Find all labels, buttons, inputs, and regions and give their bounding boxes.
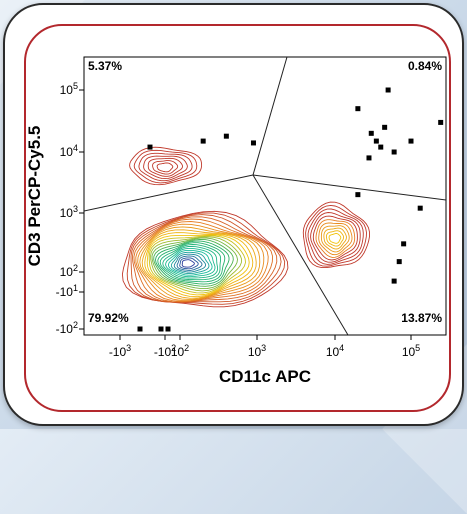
event-dot xyxy=(368,130,374,136)
event-dot xyxy=(355,106,361,112)
contour-line xyxy=(153,238,234,287)
gate-line xyxy=(252,57,288,176)
contour-line xyxy=(165,247,216,278)
contour-line xyxy=(138,152,193,182)
contour-line xyxy=(139,226,261,301)
contour-line xyxy=(126,212,286,305)
gate-line xyxy=(252,174,349,335)
event-dot xyxy=(391,149,397,155)
contour-line xyxy=(170,251,210,275)
event-dot xyxy=(378,144,384,150)
event-dot xyxy=(165,326,171,332)
gate-line xyxy=(252,174,446,201)
event-dot xyxy=(417,205,423,211)
y-tick-label: 102 xyxy=(60,263,78,279)
event-dot xyxy=(223,133,229,139)
contour-line xyxy=(176,255,203,271)
event-dot xyxy=(137,326,143,332)
contour-line xyxy=(137,223,265,302)
contour-line xyxy=(147,157,183,177)
event-dot xyxy=(391,278,397,284)
event-dot xyxy=(373,138,379,144)
y-tick-label: 103 xyxy=(60,204,78,220)
contour-line xyxy=(305,204,367,267)
quadrant-percent-bottom-right: 13.87% xyxy=(401,311,442,325)
event-dot xyxy=(355,192,361,198)
event-dot xyxy=(366,155,372,161)
contour-line xyxy=(130,214,282,303)
contour-line xyxy=(133,218,274,303)
contour-line xyxy=(144,232,254,298)
contour-line xyxy=(151,237,238,290)
contour-layer xyxy=(121,146,370,308)
contour-line xyxy=(143,155,188,180)
event-dot xyxy=(438,119,444,125)
contour-line xyxy=(167,249,213,276)
contour-line xyxy=(129,146,203,186)
contour-line xyxy=(312,215,358,261)
event-dots xyxy=(137,87,444,332)
y-axis-label: CD3 PerCP-Cy5.5 xyxy=(25,126,44,267)
contour-line xyxy=(131,216,278,303)
x-axis-label: CD11c APC xyxy=(219,367,311,386)
contour-line xyxy=(152,160,179,175)
contour-line xyxy=(315,219,356,258)
contour-line xyxy=(155,240,230,285)
contour-line xyxy=(135,221,269,302)
x-tick-label: 104 xyxy=(326,343,344,359)
figure-inner-frame xyxy=(24,24,451,412)
contour-line xyxy=(146,234,250,296)
event-dot xyxy=(382,124,388,130)
contour-line xyxy=(133,149,198,184)
contour-line xyxy=(173,253,207,273)
contour-line xyxy=(328,233,342,244)
contour-line xyxy=(150,236,242,292)
contour-line xyxy=(179,257,199,270)
x-tick-label: 102 xyxy=(171,343,189,359)
quadrant-percent-top-right: 0.84% xyxy=(408,59,442,73)
y-tick-label: -101 xyxy=(56,283,78,299)
contour-line xyxy=(302,201,370,269)
contour-line xyxy=(162,245,219,279)
event-dot xyxy=(408,138,414,144)
contour-line xyxy=(157,242,226,283)
quadrant-percent-bottom-left: 79.92% xyxy=(88,311,129,325)
y-tick-label: 104 xyxy=(60,143,78,159)
contour-line xyxy=(323,227,347,250)
contour-line xyxy=(121,210,289,308)
event-dot xyxy=(147,144,153,150)
event-dot xyxy=(200,138,206,144)
quadrant-labels: 5.37% 0.84% 79.92% 13.87% xyxy=(88,59,442,325)
contour-line xyxy=(307,208,364,265)
x-tick-label: 103 xyxy=(248,343,266,359)
y-axis: 105 104 103 102 -101 -102 xyxy=(56,81,84,336)
contour-line xyxy=(325,230,345,247)
contour-line xyxy=(159,244,222,281)
x-tick-label: -102 xyxy=(154,343,176,359)
contour-line xyxy=(318,222,353,256)
event-dot xyxy=(401,241,407,247)
contour-line xyxy=(181,259,195,268)
quadrant-percent-top-left: 5.37% xyxy=(88,59,122,73)
event-dot xyxy=(385,87,391,93)
contour-line xyxy=(148,235,246,294)
y-tick-label: -102 xyxy=(56,320,78,336)
contour-line xyxy=(310,212,361,263)
event-dot xyxy=(396,259,402,265)
contour-line xyxy=(320,225,350,253)
event-dot xyxy=(250,140,256,146)
x-tick-label: -103 xyxy=(109,343,131,359)
contour-line xyxy=(156,162,174,173)
quadrant-gates xyxy=(84,57,446,335)
x-tick-label: 105 xyxy=(402,343,420,359)
y-tick-label: 105 xyxy=(60,81,78,97)
gate-line xyxy=(84,174,254,212)
contour-line xyxy=(141,229,257,299)
event-dot xyxy=(158,326,164,332)
